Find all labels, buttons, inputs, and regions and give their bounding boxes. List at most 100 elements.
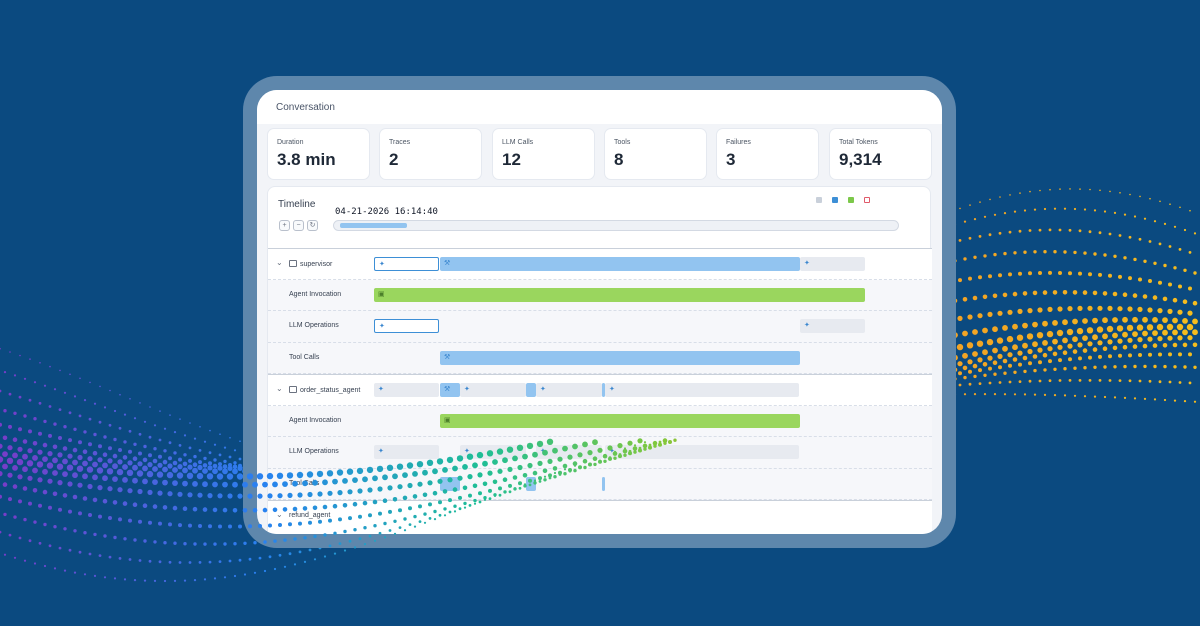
wave-dot <box>198 524 202 528</box>
wave-dot <box>143 420 147 423</box>
span-llm-call[interactable]: ✦ <box>605 445 799 459</box>
wave-dot <box>159 410 161 412</box>
timeline-rows: ⌄ supervisor ✦ ⚒ ✦ Agent Invocation ▣ LL… <box>268 248 932 532</box>
wave-dot <box>58 408 62 411</box>
timeline-row-llm-operations[interactable]: LLM Operations ✦ ✦ ✦ ✦ <box>268 437 932 469</box>
wave-dot <box>2 451 8 457</box>
span-llm-call[interactable]: ✦ <box>374 445 439 459</box>
span-tool-call[interactable] <box>440 476 460 491</box>
wave-dot <box>116 468 124 476</box>
wave-dot <box>78 511 82 516</box>
wave-dot <box>969 204 971 206</box>
wave-dot <box>963 257 967 261</box>
wave-dot <box>33 381 37 384</box>
wave-dot <box>58 546 62 550</box>
timeline-row-llm-operations[interactable]: LLM Operations ✦ ✦ <box>268 311 932 343</box>
wave-dot <box>56 463 64 470</box>
span-tool-call[interactable]: ⚒ <box>440 383 460 397</box>
wave-dot <box>129 398 131 400</box>
wave-dot <box>973 374 977 379</box>
timeline-row-tool-calls[interactable]: Tool Calls <box>268 468 932 500</box>
wave-dot <box>1098 231 1102 235</box>
wave-dot <box>223 576 227 579</box>
wave-dot <box>1188 286 1192 291</box>
wave-dot <box>1063 394 1067 397</box>
span-tool-call[interactable] <box>602 383 605 397</box>
span-llm-call[interactable]: ✦ <box>460 383 526 397</box>
zoom-out-icon[interactable]: − <box>293 220 304 231</box>
span-llm-call[interactable]: ✦ <box>374 319 439 333</box>
timeline-row-refund-agent[interactable]: ⌄ refund_agent <box>268 500 932 532</box>
timeline-scrubber[interactable] <box>333 220 899 231</box>
wave-dot <box>132 502 138 508</box>
span-agent-invocation[interactable]: ▣ <box>374 287 865 302</box>
span-llm-call[interactable]: ✦ <box>800 319 865 333</box>
reset-icon[interactable]: ↻ <box>307 220 318 231</box>
wave-dot <box>103 534 107 538</box>
wave-dot <box>236 473 244 480</box>
span-tool-call[interactable] <box>526 383 536 397</box>
chevron-down-icon[interactable]: ⌄ <box>276 384 283 393</box>
span-llm-call[interactable]: ✦ <box>800 257 865 271</box>
wave-dot <box>73 529 77 533</box>
timeline-row-agent-invocation[interactable]: Agent Invocation ▣ <box>268 405 932 437</box>
span-tool-call[interactable] <box>602 476 605 491</box>
wave-dot <box>97 485 103 491</box>
zoom-in-icon[interactable]: + <box>279 220 290 231</box>
span-llm-call[interactable]: ✦ <box>374 383 439 397</box>
wave-dot <box>1049 188 1051 191</box>
sparkle-icon: ✦ <box>464 448 470 455</box>
wave-dot <box>1117 306 1123 312</box>
wave-dot <box>1188 352 1192 357</box>
wave-dot <box>1077 305 1083 311</box>
span-llm-call[interactable]: ✦ <box>460 445 526 459</box>
timeline-row-agent-invocation[interactable]: Agent Invocation ▣ <box>268 279 932 311</box>
wave-dot <box>1162 329 1168 336</box>
wave-dot <box>1102 346 1108 352</box>
wave-dot <box>972 363 978 369</box>
timeline-row-tool-calls[interactable]: Tool Calls ⚒ <box>268 342 932 374</box>
span-llm-call[interactable]: ✦ <box>536 383 602 397</box>
wave-dot <box>997 353 1003 359</box>
span-tool-call[interactable]: ⚒ <box>440 257 800 271</box>
wave-dot <box>1092 317 1098 324</box>
wave-dot <box>63 569 67 572</box>
scrubber-handle[interactable] <box>340 223 407 228</box>
wave-dot <box>167 491 173 497</box>
wave-dot <box>1052 290 1058 295</box>
wave-dot <box>223 459 227 464</box>
span-llm-call[interactable]: ✦ <box>536 445 602 459</box>
wave-dot <box>98 554 102 557</box>
chevron-down-icon[interactable]: ⌄ <box>276 258 283 267</box>
wave-dot <box>253 571 257 574</box>
span-agent-invocation[interactable]: ▣ <box>440 413 800 428</box>
chevron-down-icon[interactable]: ⌄ <box>276 510 283 519</box>
span-llm-call[interactable]: ✦ <box>374 257 439 271</box>
wave-dot <box>1103 365 1107 369</box>
wave-dot <box>32 441 38 446</box>
wave-dot <box>1133 215 1137 218</box>
wave-dot <box>958 278 962 283</box>
wave-dot <box>158 438 162 442</box>
wave-dot <box>43 384 47 387</box>
wave-dot <box>83 399 87 402</box>
span-tool-call[interactable]: ⚒ <box>440 350 800 365</box>
span-tool-call[interactable] <box>526 476 536 491</box>
wave-dot <box>1097 305 1103 311</box>
wave-dot <box>216 473 224 480</box>
wave-dot <box>1017 350 1023 356</box>
wave-dot <box>1019 192 1021 194</box>
wave-dot <box>1122 316 1128 323</box>
wave-dot <box>52 444 58 450</box>
wave-dot <box>1109 190 1111 193</box>
wave-dot <box>1116 325 1124 332</box>
timeline-row-supervisor[interactable]: ⌄ supervisor ✦ ⚒ ✦ <box>268 248 932 280</box>
wave-dot <box>78 550 82 554</box>
span-llm-call[interactable]: ✦ <box>605 383 799 397</box>
wave-dot <box>117 459 123 465</box>
sparkle-icon: ✦ <box>609 386 615 393</box>
wave-dot <box>1148 279 1152 283</box>
wave-dot <box>57 452 63 458</box>
wave-dot <box>2 463 8 470</box>
timeline-row-order-status-agent[interactable]: ⌄ order_status_agent ✦ ⚒ ✦ ✦ ✦ <box>268 374 932 406</box>
